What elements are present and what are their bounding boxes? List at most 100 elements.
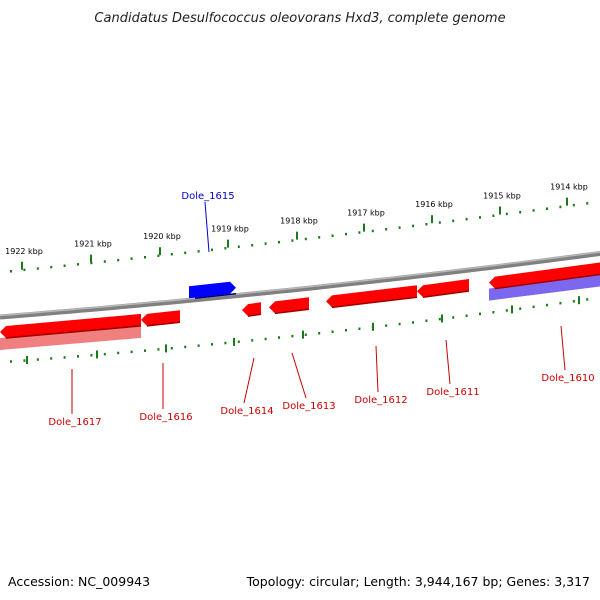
backbone-line	[0, 251, 600, 320]
kbp-tick-mark	[159, 247, 161, 256]
gene-edge	[331, 296, 418, 309]
ruler-dot	[23, 268, 26, 272]
gene-arrow-dole_1610[interactable]	[489, 262, 600, 289]
gene-label-dole_1613[interactable]: Dole_1613	[282, 401, 335, 412]
ruler-dot	[331, 234, 334, 237]
gene-label-dole_1614[interactable]: Dole_1614	[220, 406, 273, 417]
ruler-dot	[10, 360, 12, 363]
ruler-dot	[103, 352, 106, 356]
gene-arrow-dole_1613[interactable]	[269, 297, 309, 314]
ruler-dot	[291, 334, 294, 338]
gene-track	[0, 262, 600, 350]
kbp-tick-label: 1921 kbp	[74, 240, 112, 249]
kbp-tick-mark	[296, 231, 298, 240]
gene-label-dole_1615[interactable]: Dole_1615	[181, 191, 234, 202]
ruler-dot	[184, 345, 187, 349]
leader-line	[291, 352, 307, 399]
ruler-dot	[479, 216, 481, 219]
gene-arrow-dole_1617[interactable]	[0, 313, 141, 338]
ruler-dot	[90, 261, 93, 265]
ruler-dot	[331, 330, 334, 333]
ruler-dot	[345, 232, 347, 236]
ruler-dot	[385, 228, 388, 231]
kbp-tick-label: 1920 kbp	[143, 232, 181, 241]
ruler-dot	[398, 322, 401, 326]
genome-backbone	[0, 251, 600, 320]
ruler-dot	[197, 344, 200, 347]
ruler-dot	[505, 212, 508, 216]
gene-arrow-dole_1614[interactable]	[242, 302, 261, 317]
ruler-dot	[465, 217, 468, 221]
kbp-tick-label: 1918 kbp	[280, 217, 318, 226]
kbp-tick-label: 1919 kbp	[211, 225, 249, 234]
lower-tick-mark	[26, 356, 28, 365]
gene-label-dole_1617[interactable]: Dole_1617	[48, 417, 101, 428]
ruler-dot	[519, 307, 522, 310]
page-title: Candidatus Desulfococcus oleovorans Hxd3…	[94, 11, 505, 26]
ruler-dot	[358, 327, 361, 330]
ruler-dot	[36, 267, 39, 270]
lower-tick-mark	[372, 322, 374, 331]
ruler-dot	[224, 247, 227, 250]
ruler-dot	[572, 300, 575, 303]
kbp-tick-mark	[21, 261, 23, 270]
ruler-dot	[144, 256, 146, 259]
ruler-dot	[10, 270, 12, 273]
ruler-dot	[532, 305, 535, 309]
ruler-dot	[264, 242, 267, 245]
leader-line	[204, 201, 210, 253]
gene-arrow-dole_1612[interactable]	[326, 285, 417, 308]
ruler-dot	[452, 219, 455, 223]
leader-line	[560, 325, 566, 371]
gene-label-dole_1611[interactable]: Dole_1611	[426, 387, 479, 398]
ruler-dot	[318, 236, 321, 239]
gene-label-dole_1610[interactable]: Dole_1610	[541, 373, 594, 384]
kbp-tick-mark	[363, 223, 365, 232]
ruler-dot	[251, 339, 254, 342]
leader-line	[445, 339, 451, 385]
gene-edge	[494, 273, 600, 290]
ruler-dot	[358, 231, 361, 234]
gene-label-dole_1616[interactable]: Dole_1616	[139, 412, 192, 423]
ruler-dot	[170, 347, 173, 350]
ruler-dot	[251, 244, 254, 247]
ruler-dot	[77, 263, 79, 266]
ruler-dot	[304, 237, 307, 241]
ruler-dot	[412, 224, 414, 228]
ruler-dot	[492, 311, 495, 314]
ruler-dot	[63, 356, 66, 359]
gene-label-dole_1612[interactable]: Dole_1612	[354, 395, 407, 406]
ruler-dot	[559, 301, 562, 305]
ruler-dot	[532, 209, 535, 212]
gene-edge	[194, 292, 237, 300]
lower-tick-mark	[441, 314, 443, 323]
gene-arrow-dole_1615[interactable]	[189, 281, 236, 299]
leader-line	[243, 357, 255, 404]
gene-edge	[422, 290, 470, 298]
ruler-dot	[144, 349, 146, 352]
gene-edge	[5, 325, 142, 339]
ruler-dot	[586, 202, 589, 205]
ruler-dot	[211, 343, 213, 346]
ruler-dot	[237, 245, 240, 248]
ruler-dot	[77, 355, 79, 358]
ruler-dot	[438, 317, 441, 321]
gene-arrow-dole_1616[interactable]	[141, 310, 180, 326]
kbp-tick-mark	[431, 215, 433, 224]
ruler-dot	[291, 239, 294, 242]
kbp-tick-label: 1922 kbp	[5, 247, 43, 256]
ruler-dot	[237, 340, 240, 343]
kbp-tick-label: 1916 kbp	[415, 200, 453, 209]
ruler-dot	[117, 351, 120, 355]
accession-text: Accession: NC_009943	[8, 574, 150, 589]
ruler-dot	[492, 214, 495, 217]
ruler-dot	[505, 309, 508, 312]
ruler-dot	[385, 324, 388, 327]
gene-shadow	[0, 325, 141, 350]
ruler-dot	[425, 223, 428, 226]
kbp-tick-mark	[90, 254, 92, 263]
gene-edge	[146, 321, 181, 327]
lower-tick-mark	[165, 344, 167, 353]
ruler-dot	[170, 253, 173, 256]
